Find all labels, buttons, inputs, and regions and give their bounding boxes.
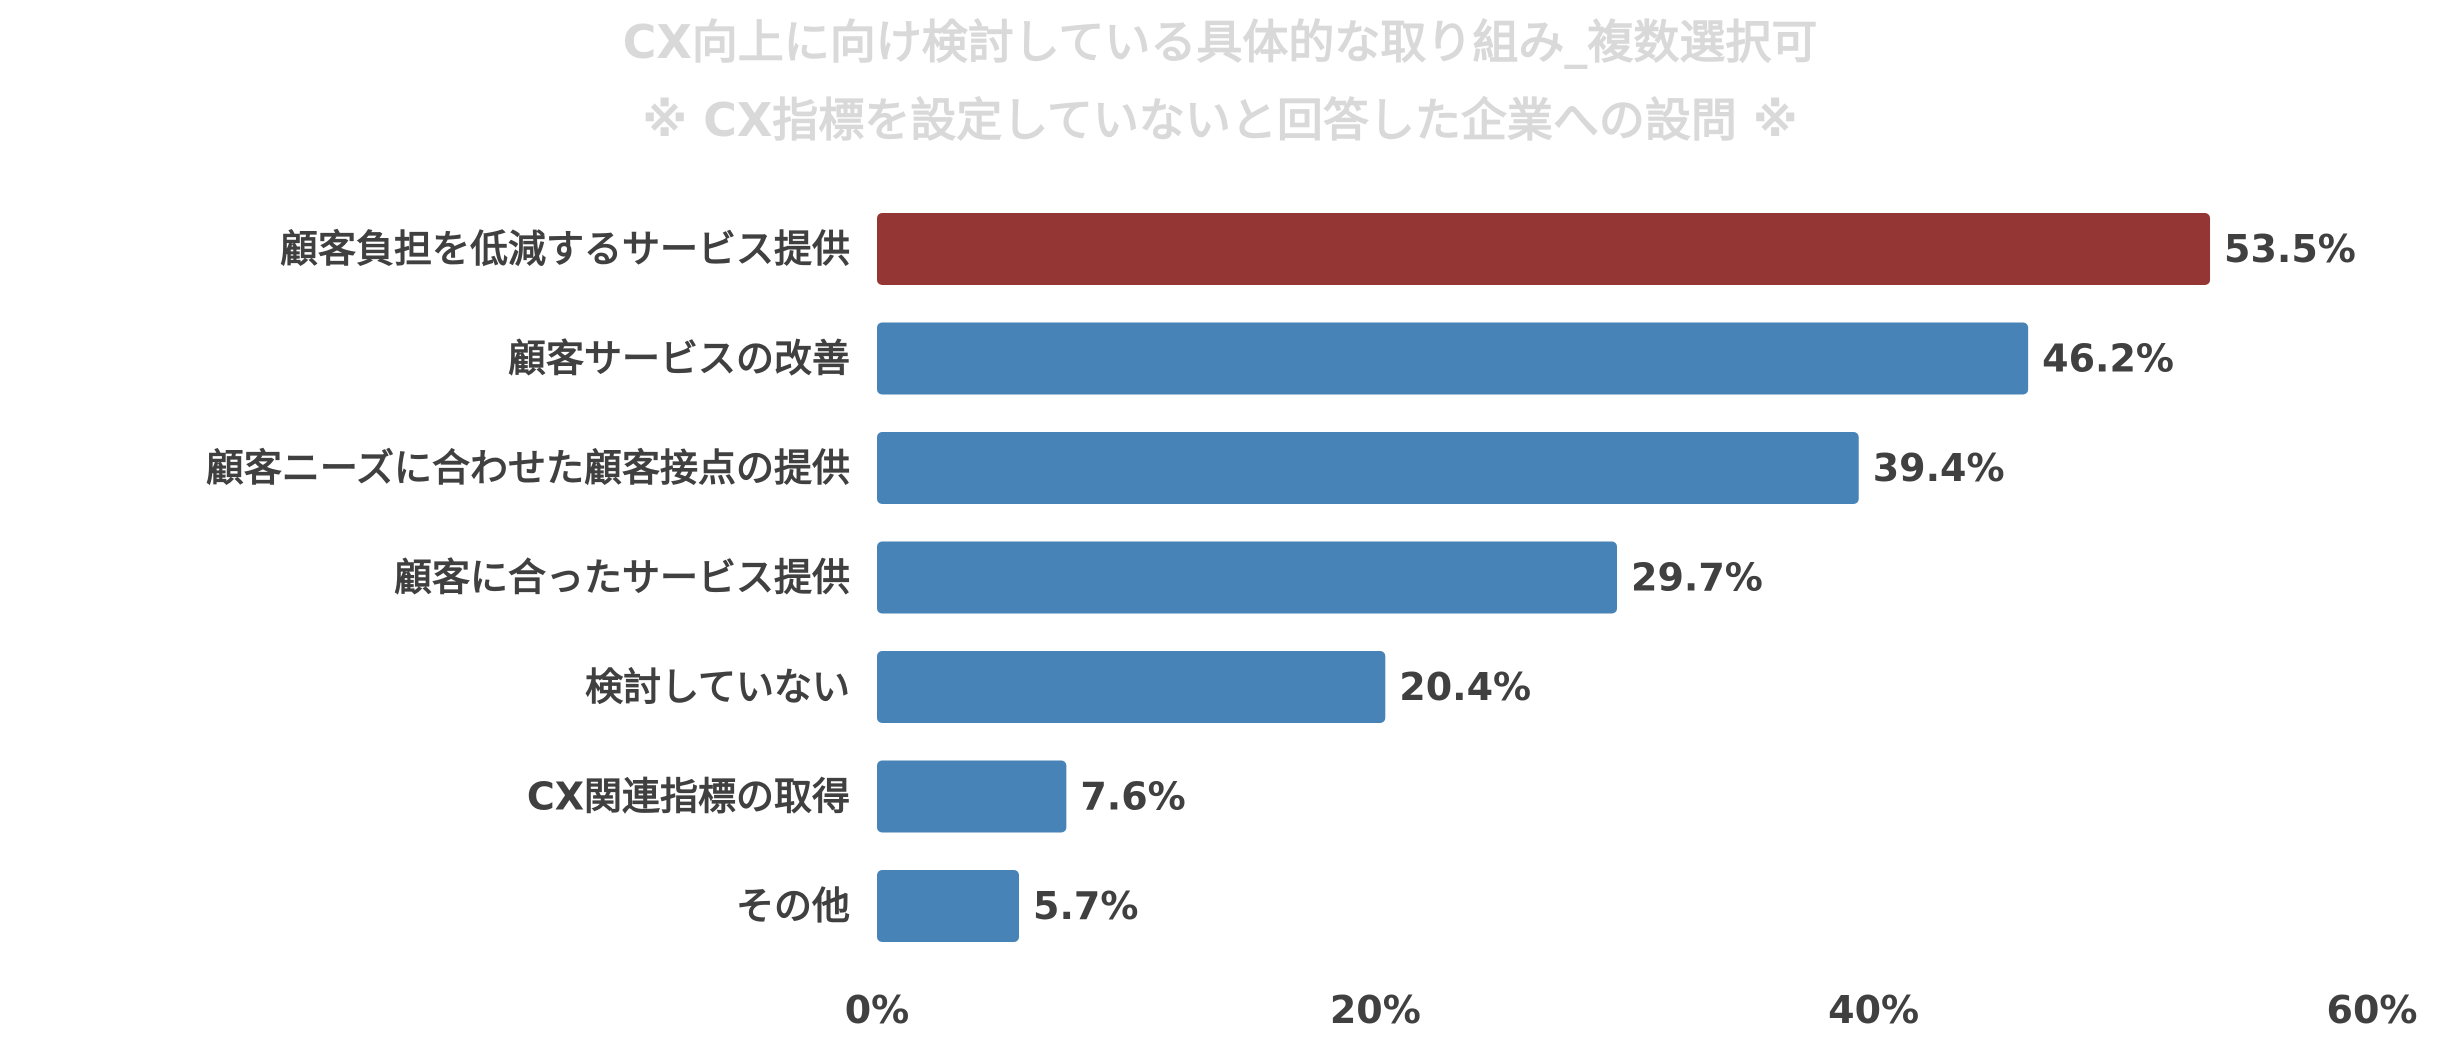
category-labels: 顧客負担を低減するサービス提供顧客サービスの改善顧客ニーズに合わせた顧客接点の提… [206, 227, 850, 928]
value-label: 53.5% [2224, 227, 2356, 271]
bar-6 [877, 870, 1020, 942]
x-tick-label: 40% [1828, 988, 1919, 1032]
value-label: 29.7% [1631, 556, 1763, 600]
bar-5 [877, 760, 1067, 833]
value-label: 39.4% [1873, 446, 2005, 490]
x-tick-label: 20% [1330, 988, 1421, 1032]
bar-1 [877, 322, 2029, 395]
value-label: 5.7% [1033, 884, 1138, 928]
bar-2 [877, 432, 1859, 504]
bar-3 [877, 541, 1618, 614]
chart-subtitle: ※ CX指標を設定していないと回答した企業への設問 ※ [642, 93, 1798, 147]
x-axis-ticks: 0% 20% 40% 60% [845, 988, 2418, 1032]
category-label: 顧客に合ったサービス提供 [394, 556, 850, 600]
x-tick-label: 60% [2327, 988, 2418, 1032]
category-label: 検討していない [585, 665, 850, 709]
value-label: 20.4% [1399, 665, 1531, 709]
category-label: 顧客ニーズに合わせた顧客接点の提供 [206, 446, 850, 490]
category-label: 顧客サービスの改善 [508, 337, 850, 381]
bar-4 [877, 651, 1386, 723]
bars-group [877, 213, 2211, 942]
bar-0 [877, 213, 2211, 285]
chart-title: CX向上に向け検討している具体的な取り組み_複数選択可 [622, 15, 1818, 69]
value-label: 46.2% [2042, 337, 2174, 381]
x-tick-label: 0% [845, 988, 910, 1032]
value-labels: 53.5% 46.2% 39.4% 29.7% 20.4% 7.6% 5.7% [1033, 227, 2356, 928]
category-label: その他 [736, 884, 850, 928]
category-label: 顧客負担を低減するサービス提供 [280, 227, 850, 271]
value-label: 7.6% [1080, 775, 1185, 819]
category-label: CX関連指標の取得 [527, 775, 850, 819]
